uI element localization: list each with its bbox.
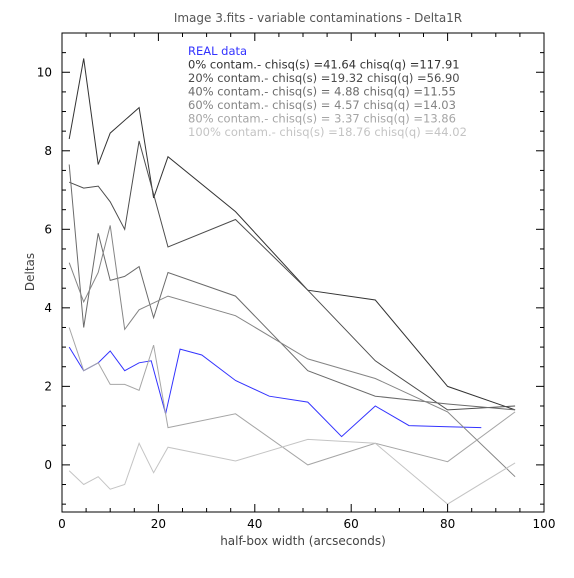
x-tick-label: 80	[440, 517, 455, 531]
plot-frame	[61, 32, 545, 513]
x-tick-label: 100	[533, 517, 556, 531]
y-tick-label: 6	[44, 222, 52, 236]
y-tick-label: 4	[44, 301, 52, 315]
legend-entry: 100% contam.- chisq(s) =18.76 chisq(q) =…	[188, 125, 467, 139]
x-tick-label: 60	[344, 517, 359, 531]
series-layer	[68, 58, 516, 505]
y-tick-label: 10	[37, 65, 52, 79]
x-axis-label: half-box width (arcseconds)	[220, 534, 386, 548]
chart-title: Image 3.fits - variable contaminations -…	[174, 11, 462, 25]
legend-entry: 60% contam.- chisq(s) = 4.57 chisq(q) =1…	[188, 98, 456, 112]
ticks-layer: 0 20 40 60 80 100 0 2 4 6 8 10	[37, 33, 556, 531]
series-line-4	[68, 225, 516, 478]
y-tick-label: 2	[44, 379, 52, 393]
legend-entry: 20% contam.- chisq(s) =19.32 chisq(q) =5…	[188, 71, 460, 85]
series-line-2	[69, 140, 516, 411]
series-line-1	[68, 58, 516, 411]
series-line-6	[68, 438, 516, 505]
legend-entry: 40% contam.- chisq(s) = 4.88 chisq(q) =1…	[188, 85, 456, 99]
legend-entry: REAL data	[188, 44, 247, 58]
legend-entry: 80% contam.- chisq(s) = 3.37 chisq(q) =1…	[188, 112, 456, 126]
series-line-0	[68, 346, 482, 438]
y-tick-label: 0	[44, 458, 52, 472]
x-tick-label: 40	[247, 517, 262, 531]
y-tick-label: 8	[44, 144, 52, 158]
legend-entry: 0% contam.- chisq(s) =41.64 chisq(q) =11…	[188, 58, 460, 72]
x-tick-label: 0	[58, 517, 66, 531]
series-line-3	[68, 164, 516, 411]
y-axis-label: Deltas	[23, 253, 37, 291]
x-tick-label: 20	[151, 517, 166, 531]
